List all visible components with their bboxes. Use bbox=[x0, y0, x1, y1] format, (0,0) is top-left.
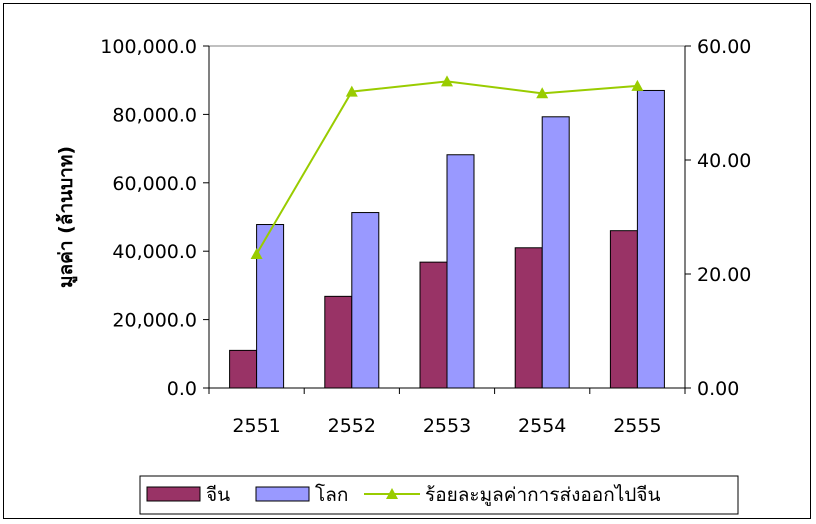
legend-label-world: โลก bbox=[315, 483, 348, 506]
marker-percent-2553 bbox=[441, 75, 453, 87]
marker-percent-2551 bbox=[250, 248, 263, 260]
legend-marker-percent bbox=[386, 488, 398, 499]
x-tick-label: 2551 bbox=[232, 415, 280, 437]
y2-tick-label: 60.00 bbox=[697, 36, 751, 58]
y-tick-label: 80,000.0 bbox=[112, 104, 197, 126]
legend-swatch-china bbox=[146, 486, 201, 502]
y-axis-label: มูลค่า (ล้านบาท) bbox=[55, 146, 78, 288]
y-tick-label: 60,000.0 bbox=[112, 173, 197, 195]
bar-china-2555 bbox=[609, 230, 638, 389]
bar-world-2555 bbox=[636, 89, 665, 389]
x-tick-label: 2555 bbox=[613, 415, 661, 437]
bar-world-2552 bbox=[351, 212, 380, 389]
y-tick-label: 40,000.0 bbox=[112, 241, 197, 263]
y-tick-label: 100,000.0 bbox=[100, 36, 197, 58]
marker-percent-2555 bbox=[631, 79, 644, 91]
legend-label-china: จีน bbox=[206, 484, 230, 506]
bar-world-2553 bbox=[446, 154, 475, 389]
bar-world-2554 bbox=[541, 116, 570, 389]
legend-label-percent: ร้อยละมูลค่าการส่งออกไปจีน bbox=[425, 484, 660, 506]
marker-percent-2552 bbox=[345, 85, 358, 97]
y-tick-label: 0.0 bbox=[167, 378, 197, 400]
marker-percent-2554 bbox=[536, 87, 549, 99]
y2-tick-label: 20.00 bbox=[697, 264, 751, 286]
bar-world-2551 bbox=[256, 224, 285, 389]
y2-tick-label: 40.00 bbox=[697, 150, 751, 172]
legend-swatch-world bbox=[255, 486, 310, 502]
legend-box bbox=[139, 475, 739, 515]
x-tick-label: 2553 bbox=[423, 415, 471, 437]
x-tick-label: 2554 bbox=[518, 415, 566, 437]
legend: จีน โลก ร้อยละมูลค่าการส่งออกไปจีน bbox=[139, 475, 739, 515]
y2-tick-label: 0.00 bbox=[697, 378, 739, 400]
bar-china-2553 bbox=[419, 261, 448, 389]
y-tick-label: 20,000.0 bbox=[112, 310, 197, 332]
x-tick-label: 2552 bbox=[328, 415, 376, 437]
bar-china-2552 bbox=[324, 295, 353, 389]
bar-china-2551 bbox=[229, 349, 258, 389]
bar-china-2554 bbox=[514, 247, 543, 389]
